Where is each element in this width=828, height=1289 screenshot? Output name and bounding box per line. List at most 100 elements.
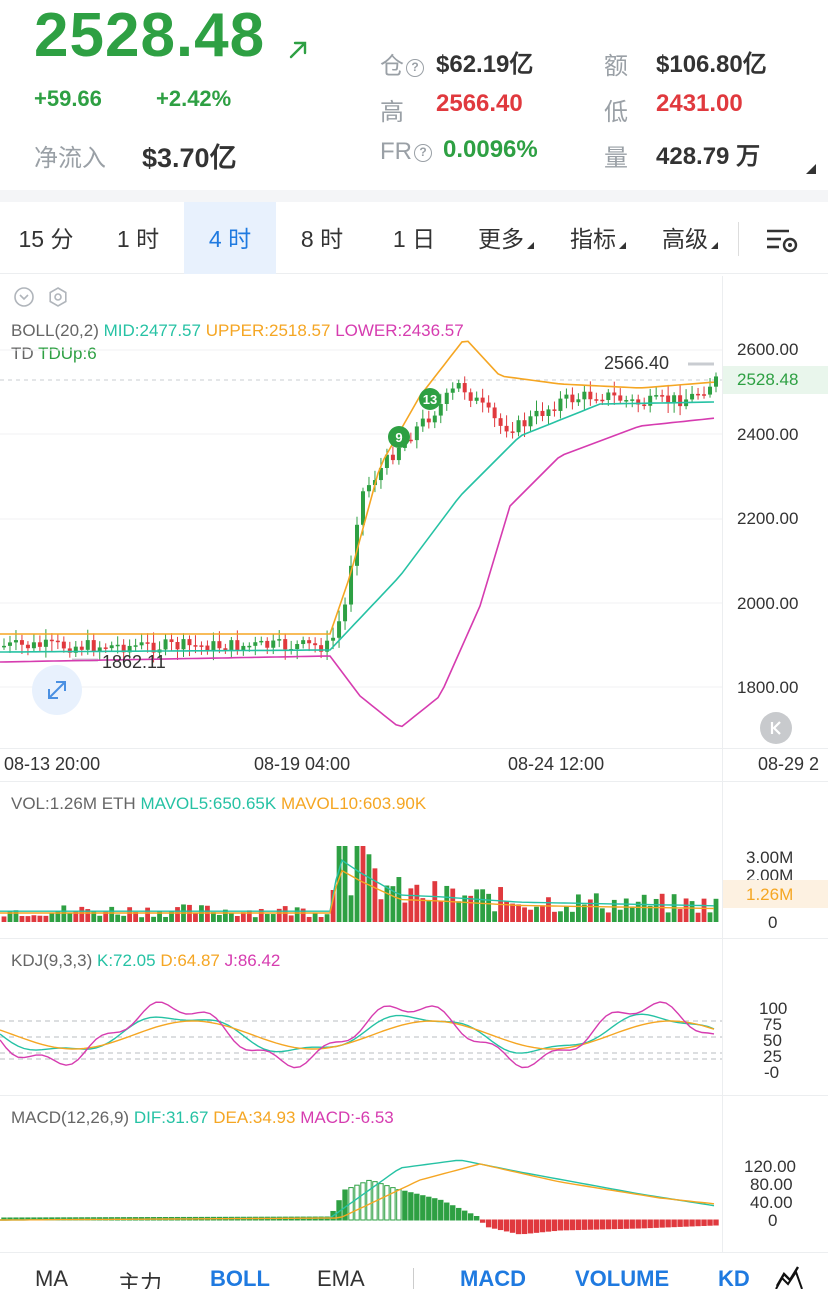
expand-icon[interactable] bbox=[32, 665, 82, 715]
draw-line-icon[interactable] bbox=[774, 1262, 804, 1289]
volume-bar bbox=[438, 901, 444, 922]
candle-body bbox=[169, 639, 174, 643]
collapse-icon[interactable] bbox=[12, 285, 36, 309]
candle-body bbox=[241, 645, 246, 651]
candle-body bbox=[516, 420, 521, 433]
candle-body bbox=[337, 621, 342, 638]
candle-body bbox=[13, 640, 18, 643]
macd-histogram-bar bbox=[450, 1205, 456, 1221]
candle-body bbox=[366, 485, 371, 492]
candle-body bbox=[91, 640, 96, 652]
candle-body bbox=[253, 642, 258, 646]
candle-body bbox=[612, 392, 617, 396]
macd-histogram-bar bbox=[426, 1196, 432, 1221]
kdj-k-line bbox=[0, 1013, 715, 1054]
candle-body bbox=[510, 431, 515, 433]
candle-body bbox=[360, 491, 365, 525]
tab-advanced[interactable]: 高级 bbox=[644, 202, 736, 274]
tab-1d[interactable]: 1 日 bbox=[392, 226, 436, 252]
candle-body bbox=[19, 640, 24, 645]
candle-body bbox=[534, 410, 539, 417]
candlestick-chart[interactable]: 9 13 bbox=[0, 276, 828, 748]
tab-indicators[interactable]: 指标 bbox=[552, 202, 644, 274]
volume-bar bbox=[510, 903, 515, 922]
candle-body bbox=[396, 447, 401, 461]
kdj-chart[interactable] bbox=[0, 939, 722, 1095]
macd-chart[interactable] bbox=[0, 1096, 722, 1252]
volume-bar bbox=[713, 898, 719, 922]
volume-bar bbox=[635, 901, 641, 922]
question-icon[interactable]: ? bbox=[414, 144, 432, 162]
y-axis-label: 75 bbox=[763, 1015, 782, 1034]
boll-legend: BOLL(20,2) MID:2477.57 UPPER:2518.57 LOW… bbox=[11, 321, 464, 340]
question-icon[interactable]: ? bbox=[406, 59, 424, 77]
y-axis-label: 120.00 bbox=[744, 1157, 796, 1176]
indicator-tab-boll[interactable]: BOLL bbox=[210, 1266, 270, 1289]
volume-bar bbox=[79, 906, 85, 922]
volume-bar bbox=[109, 906, 115, 922]
macd-histogram-bar bbox=[713, 1219, 719, 1226]
tab-1h[interactable]: 1 时 bbox=[116, 226, 160, 252]
macd-histogram-bar bbox=[623, 1219, 629, 1229]
volume-bar bbox=[665, 912, 671, 922]
macd-histogram-bar bbox=[671, 1219, 677, 1228]
y-axis-label: 50 bbox=[763, 1031, 782, 1050]
candle-body bbox=[355, 524, 360, 566]
volume-bar bbox=[205, 905, 210, 922]
volume-bar bbox=[396, 877, 402, 922]
macd-histogram-bar bbox=[647, 1219, 653, 1229]
scroll-end-icon[interactable] bbox=[760, 712, 792, 744]
volume-bar bbox=[49, 913, 55, 922]
indicator-tab-ema[interactable]: EMA bbox=[317, 1266, 365, 1289]
volume-bar bbox=[414, 884, 420, 922]
candle-body bbox=[486, 402, 491, 408]
macd-histogram-bar bbox=[683, 1219, 689, 1227]
settings-icon[interactable] bbox=[46, 285, 70, 309]
macd-histogram-bar bbox=[593, 1219, 600, 1230]
y-axis-label: 1800.00 bbox=[737, 678, 799, 697]
candle-body bbox=[546, 409, 551, 417]
indicator-tab-macd[interactable]: MACD bbox=[460, 1266, 526, 1289]
volume-bar bbox=[169, 911, 174, 922]
candle-body bbox=[492, 407, 497, 419]
netflow-label: 净流入 bbox=[34, 145, 106, 172]
volume-chart[interactable] bbox=[0, 782, 722, 938]
candle-body bbox=[522, 420, 527, 427]
high-marker: 2566.40 bbox=[604, 353, 670, 373]
volume-bar bbox=[127, 907, 133, 922]
indicator-tab-ma[interactable]: MA bbox=[35, 1266, 68, 1289]
candle-body bbox=[235, 640, 240, 651]
tab-15m[interactable]: 15 分 bbox=[18, 226, 74, 252]
candle-body bbox=[552, 409, 557, 411]
volume-value: 428.79 万 bbox=[656, 143, 761, 170]
volume-bar bbox=[605, 912, 611, 922]
volume-tag-bg bbox=[722, 880, 828, 908]
tab-4h[interactable]: 4 时 bbox=[184, 202, 276, 274]
indicator-tab-kdj[interactable]: KD bbox=[718, 1266, 750, 1289]
volume-bar bbox=[85, 909, 91, 922]
tab-more[interactable]: 更多 bbox=[460, 202, 552, 274]
volume-bar bbox=[294, 907, 300, 922]
expand-stats-icon[interactable] bbox=[806, 164, 816, 174]
indicator-tab-volume[interactable]: VOLUME bbox=[575, 1266, 670, 1289]
candle-body bbox=[43, 639, 48, 647]
draw-tool-area bbox=[752, 1256, 828, 1289]
volume-bar bbox=[151, 916, 156, 922]
volume-bar bbox=[444, 885, 450, 922]
tab-divider bbox=[738, 222, 739, 256]
candle-body bbox=[145, 642, 150, 644]
volume-bar bbox=[43, 915, 49, 922]
last-price: 2528.48 bbox=[34, 1, 266, 70]
macd-histogram-bar bbox=[444, 1202, 450, 1221]
tab-8h[interactable]: 8 时 bbox=[300, 226, 344, 252]
macd-histogram-bar bbox=[617, 1219, 623, 1229]
volume-bar bbox=[516, 904, 521, 922]
volume-bar bbox=[611, 899, 617, 922]
macd-histogram-bar bbox=[390, 1187, 396, 1221]
macd-histogram-bar bbox=[503, 1219, 510, 1232]
macd-histogram-bar bbox=[581, 1219, 588, 1230]
indicator-tab-main-force[interactable]: 主力 bbox=[118, 1271, 163, 1289]
chart-settings-icon[interactable] bbox=[764, 226, 800, 254]
volume-bar bbox=[1, 916, 7, 922]
macd-histogram-bar bbox=[629, 1219, 635, 1229]
